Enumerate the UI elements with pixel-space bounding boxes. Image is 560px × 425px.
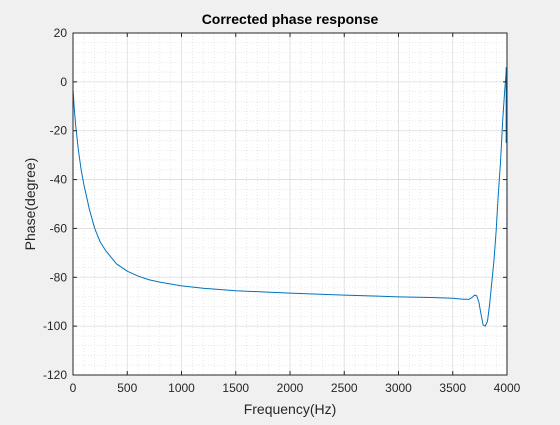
y-tick-label: 0 — [60, 75, 67, 89]
y-tick-label: -80 — [50, 270, 68, 284]
y-tick-label: -100 — [43, 319, 67, 333]
x-axis-label: Frequency(Hz) — [244, 401, 337, 417]
x-tick-label: 2000 — [277, 381, 304, 395]
x-tick-label: 1000 — [168, 381, 195, 395]
chart-title: Corrected phase response — [202, 11, 379, 27]
x-tick-label: 1500 — [222, 381, 249, 395]
x-tick-label: 3500 — [439, 381, 466, 395]
tick-labels: 0 500 1000 1500 2000 2500 3000 3500 4000 -120 -100… — [43, 26, 521, 395]
y-axis-label: Phase(degree) — [22, 158, 38, 251]
y-tick-label: -20 — [50, 124, 68, 138]
series-line-1 — [73, 69, 507, 327]
x-tick-label: 2500 — [331, 381, 358, 395]
y-tick-label: -60 — [50, 221, 68, 235]
x-tick-label: 3000 — [385, 381, 412, 395]
ticks — [72, 32, 508, 376]
x-tick-label: 4000 — [494, 381, 521, 395]
x-tick-label: 500 — [117, 381, 137, 395]
x-tick-label: 0 — [70, 381, 77, 395]
y-tick-label: -40 — [50, 173, 68, 187]
y-tick-label: -120 — [43, 368, 67, 382]
y-tick-label: 20 — [54, 26, 68, 40]
